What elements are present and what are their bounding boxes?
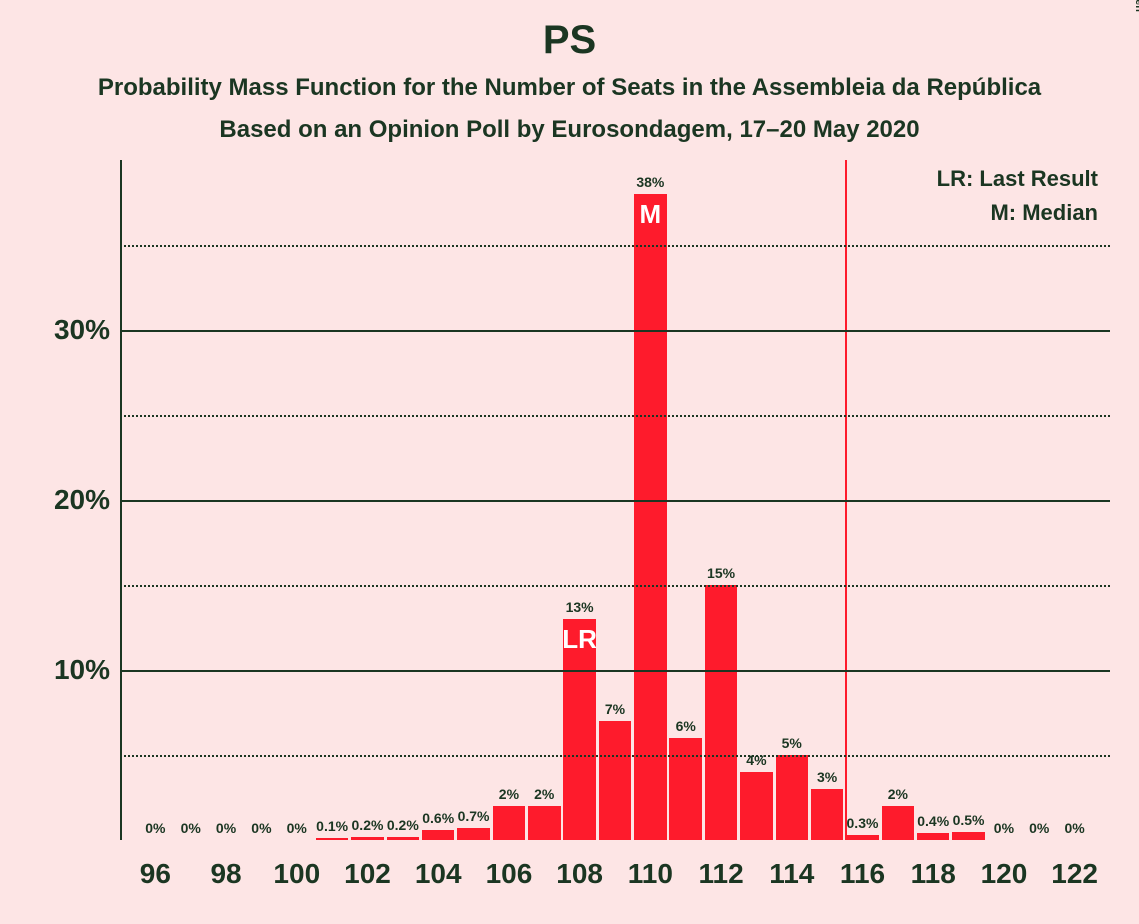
grid-line-major — [120, 670, 1110, 672]
x-tick-label: 116 — [840, 858, 885, 890]
y-tick-label: 20% — [54, 484, 110, 516]
bar: 0.7% — [457, 828, 490, 840]
bar-annotation: LR — [562, 624, 597, 655]
bar: 7% — [599, 721, 632, 840]
x-tick-label: 120 — [981, 858, 1028, 890]
bar-value-label: 7% — [605, 701, 625, 717]
legend-item: LR: Last Result — [937, 166, 1098, 192]
x-tick-label: 106 — [486, 858, 533, 890]
x-tick-label: 118 — [911, 858, 956, 890]
bar: 0.3% — [846, 835, 879, 840]
bar-value-label: 0% — [216, 820, 236, 836]
y-tick-label: 30% — [54, 314, 110, 346]
bar-value-label: 0.2% — [352, 817, 384, 833]
bar: 13%LR — [563, 619, 596, 840]
bar-value-label: 6% — [676, 718, 696, 734]
x-tick-label: 122 — [1051, 858, 1098, 890]
bar-value-label: 2% — [534, 786, 554, 802]
legend: LR: Last Result M: Median — [937, 166, 1098, 234]
bar-value-label: 38% — [636, 174, 664, 190]
bar: 0.4% — [917, 833, 950, 840]
bar-value-label: 0.2% — [387, 817, 419, 833]
bar-value-label: 0.6% — [422, 810, 454, 826]
chart-canvas: PS Probability Mass Function for the Num… — [0, 0, 1139, 924]
bar: 0.6% — [422, 830, 455, 840]
x-tick-label: 98 — [210, 858, 241, 890]
x-tick-label: 100 — [273, 858, 320, 890]
bar-value-label: 0.7% — [458, 808, 490, 824]
x-tick-label: 114 — [769, 858, 814, 890]
plot-area: 0%0%0%0%0%0.1%0.2%0.2%0.6%0.7%2%2%13%LR7… — [120, 160, 1110, 840]
grid-line-minor — [120, 415, 1110, 417]
y-tick-label: 10% — [54, 654, 110, 686]
bar-value-label: 0.5% — [953, 812, 985, 828]
bar-value-label: 2% — [499, 786, 519, 802]
chart-title: PS — [0, 18, 1139, 63]
grid-line-major — [120, 330, 1110, 332]
bar-value-label: 0.4% — [917, 813, 949, 829]
bar-value-label: 5% — [782, 735, 802, 751]
bar: 3% — [811, 789, 844, 840]
grid-line-major — [120, 500, 1110, 502]
bar-value-label: 0% — [181, 820, 201, 836]
chart-subtitle-2: Based on an Opinion Poll by Eurosondagem… — [0, 116, 1139, 144]
chart-subtitle-1: Probability Mass Function for the Number… — [0, 74, 1139, 102]
x-tick-label: 102 — [344, 858, 391, 890]
bar: 2% — [493, 806, 526, 840]
bar-value-label: 0% — [251, 820, 271, 836]
bar-annotation: M — [639, 199, 661, 230]
bar: 4% — [740, 772, 773, 840]
bar: 0.2% — [387, 837, 420, 840]
bar-value-label: 15% — [707, 565, 735, 581]
legend-item: M: Median — [937, 200, 1098, 226]
bar: 0.2% — [351, 837, 384, 840]
grid-line-minor — [120, 585, 1110, 587]
copyright-text: © 2021 Filip van Laenen — [1133, 0, 1139, 12]
bar: 6% — [669, 738, 702, 840]
x-tick-label: 110 — [628, 858, 673, 890]
bar-value-label: 0.3% — [847, 815, 879, 831]
bar-value-label: 0% — [1065, 820, 1085, 836]
bar: 2% — [882, 806, 915, 840]
bar-value-label: 0% — [1029, 820, 1049, 836]
x-tick-label: 108 — [556, 858, 603, 890]
bar: 15% — [705, 585, 738, 840]
bar: 5% — [776, 755, 809, 840]
bar-value-label: 0% — [287, 820, 307, 836]
bar-value-label: 13% — [566, 599, 594, 615]
bar-value-label: 2% — [888, 786, 908, 802]
bar-value-label: 0.1% — [316, 818, 348, 834]
bar: 0.5% — [952, 832, 985, 841]
bar-value-label: 0% — [145, 820, 165, 836]
bar-value-label: 0% — [994, 820, 1014, 836]
grid-line-minor — [120, 755, 1110, 757]
bar: 2% — [528, 806, 561, 840]
grid-line-minor — [120, 245, 1110, 247]
x-tick-label: 96 — [140, 858, 171, 890]
x-tick-label: 112 — [698, 858, 743, 890]
bar: 38%M — [634, 194, 667, 840]
x-tick-label: 104 — [415, 858, 462, 890]
bar-value-label: 3% — [817, 769, 837, 785]
bar: 0.1% — [316, 838, 349, 840]
